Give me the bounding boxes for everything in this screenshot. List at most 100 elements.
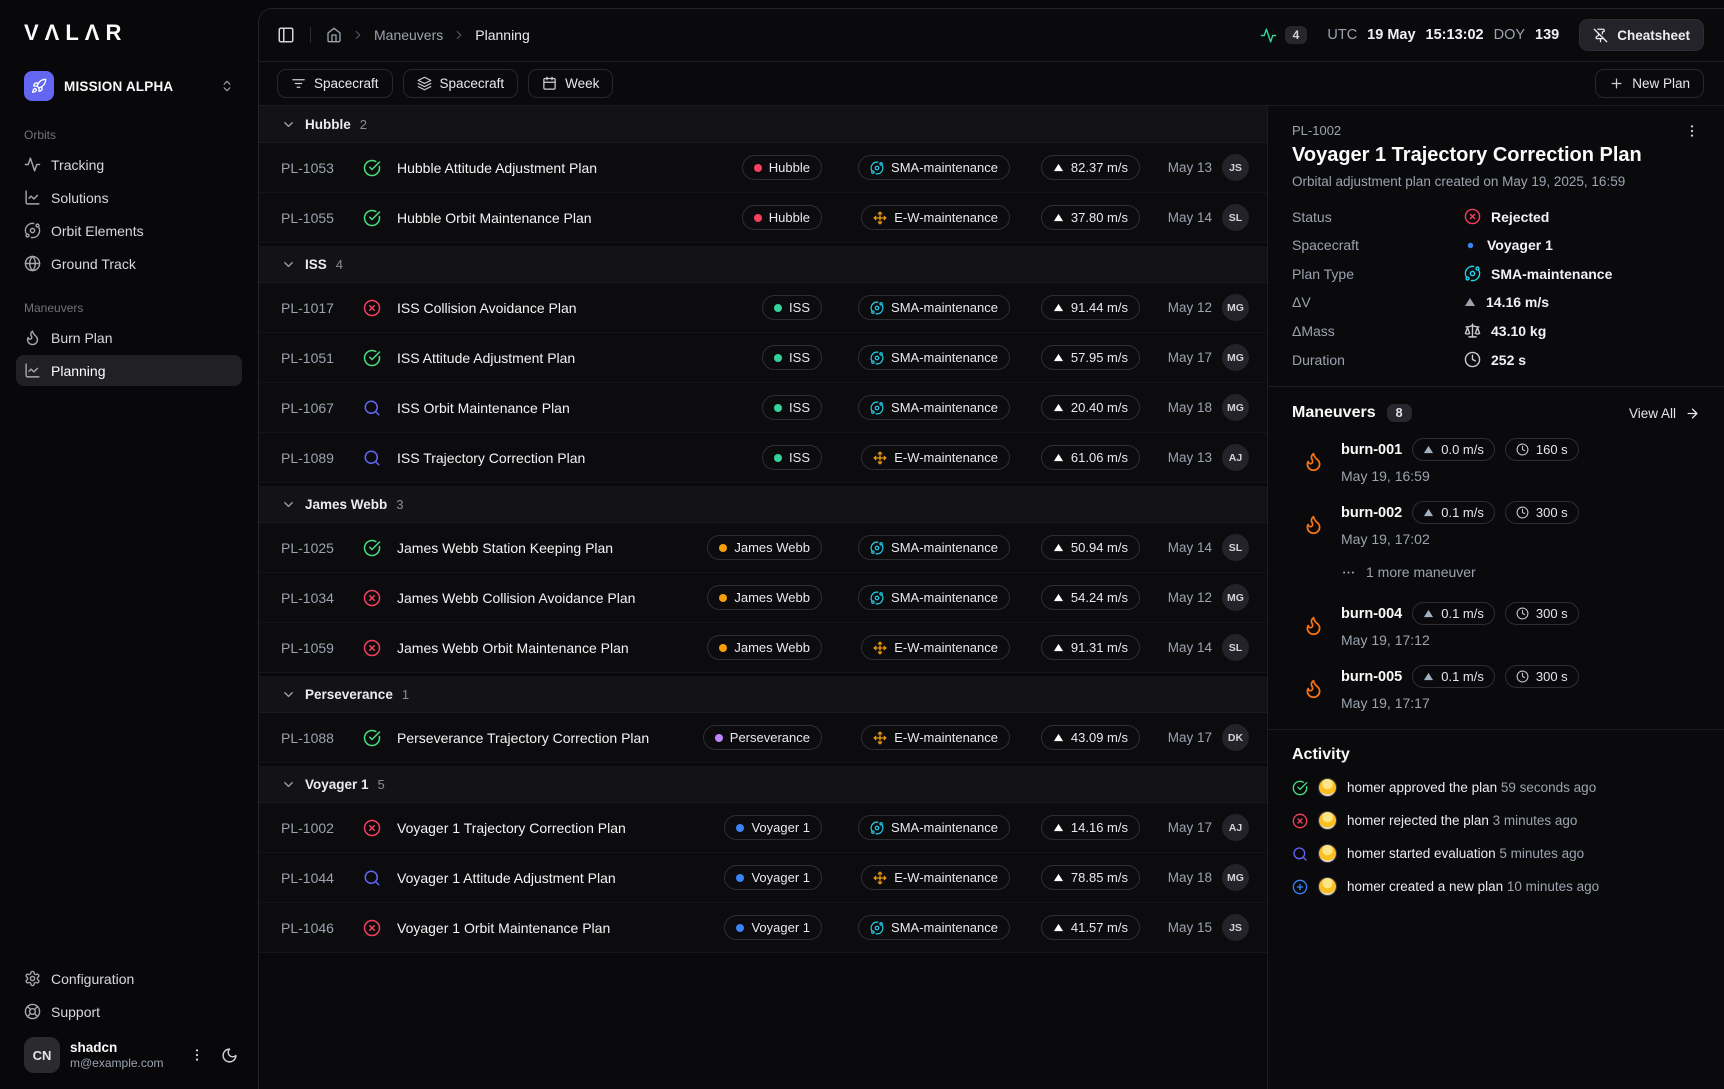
- circle-x-icon: [363, 589, 381, 606]
- topbar: Maneuvers Planning 4 UTC 19 May 15:13:02…: [259, 9, 1724, 62]
- plan-row[interactable]: PL-1002 Voyager 1 Trajectory Correction …: [259, 803, 1267, 853]
- chevron-down-icon: [281, 257, 296, 272]
- home-icon[interactable]: [326, 27, 342, 43]
- sidebar-item-orbit-elements[interactable]: Orbit Elements: [16, 215, 242, 246]
- plan-type-badge: E-W-maintenance: [861, 725, 1010, 750]
- plan-type-badge: SMA-maintenance: [858, 345, 1010, 370]
- sidebar: VΛLΛR MISSION ALPHA Orbits Tracking Solu…: [0, 0, 258, 1089]
- group-count: 2: [359, 116, 367, 132]
- gear-icon: [25, 970, 40, 987]
- spacecraft-dot: [753, 213, 762, 222]
- plan-row[interactable]: PL-1053 Hubble Attitude Adjustment Plan …: [259, 143, 1267, 193]
- view-all-link[interactable]: View All: [1629, 405, 1700, 421]
- sidebar-item-label: Tracking: [51, 156, 105, 173]
- move-icon: [873, 451, 887, 464]
- sidebar-item-ground-track[interactable]: Ground Track: [16, 248, 242, 279]
- group-header-james-webb[interactable]: James Webb 3: [259, 486, 1267, 523]
- group-header-voyager-1[interactable]: Voyager 1 5: [259, 766, 1267, 803]
- plan-row[interactable]: PL-1088 Perseverance Trajectory Correcti…: [259, 713, 1267, 763]
- activity-text: homer rejected the plan: [1347, 813, 1489, 828]
- circle-x-icon: [363, 299, 381, 316]
- plan-row[interactable]: PL-1044 Voyager 1 Attitude Adjustment Pl…: [259, 853, 1267, 903]
- filter-button-spacecraft-0[interactable]: Spacecraft: [277, 69, 393, 98]
- plan-row[interactable]: PL-1034 James Webb Collision Avoidance P…: [259, 573, 1267, 623]
- plan-row[interactable]: PL-1055 Hubble Orbit Maintenance Plan Hu…: [259, 193, 1267, 243]
- plan-date: May 15: [1167, 920, 1212, 935]
- maneuver-item-burn-002[interactable]: burn-002 0.1 m/s 300 s May 19, 17:02: [1292, 501, 1700, 547]
- plan-row[interactable]: PL-1017 ISS Collision Avoidance Plan ISS…: [259, 283, 1267, 333]
- filter-button-label: Week: [565, 76, 600, 91]
- triangle-icon: [1053, 453, 1063, 462]
- chevron-down-icon: [284, 781, 293, 787]
- sidebar-item-burn-plan[interactable]: Burn Plan: [16, 322, 242, 353]
- triangle-icon: [1053, 543, 1063, 552]
- plus-icon: [1611, 78, 1622, 89]
- group-header-hubble[interactable]: Hubble 2: [259, 106, 1267, 143]
- delta-v-badge: 91.44 m/s: [1040, 295, 1140, 320]
- maneuver-name: burn-002: [1341, 504, 1403, 521]
- breadcrumb-maneuvers[interactable]: Maneuvers: [374, 27, 444, 43]
- telemetry-alerts[interactable]: 4: [1260, 26, 1308, 44]
- triangle-icon: [1424, 672, 1434, 681]
- user-options-kebab-icon[interactable]: [189, 1047, 205, 1063]
- detail-plan-id: PL-1002: [1292, 123, 1342, 138]
- group-count: 4: [335, 256, 343, 272]
- plan-table: Hubble 2 PL-1053 Hubble Attitude Adjustm…: [259, 106, 1267, 1089]
- group-header-perseverance[interactable]: Perseverance 1: [259, 676, 1267, 713]
- maneuver-item-burn-005[interactable]: burn-005 0.1 m/s 300 s May 19, 17:17: [1292, 665, 1700, 711]
- pin-off-icon: [1593, 28, 1608, 43]
- clock-icon: [1516, 670, 1529, 683]
- plan-id: PL-1053: [281, 159, 334, 176]
- delta-v-badge: 91.31 m/s: [1040, 635, 1140, 660]
- more-maneuvers[interactable]: 1 more maneuver: [1341, 564, 1700, 580]
- sidebar-item-planning[interactable]: Planning: [16, 355, 242, 386]
- dark-mode-moon-icon[interactable]: [221, 1047, 238, 1064]
- filter-button-spacecraft-1[interactable]: Spacecraft: [402, 69, 519, 98]
- sidebar-toggle-icon[interactable]: [277, 26, 295, 44]
- circle-check-icon: [363, 349, 381, 366]
- status-approved-icon: [363, 159, 387, 177]
- maneuver-item-burn-001[interactable]: burn-001 0.0 m/s 160 s May 19, 16:59: [1292, 438, 1700, 484]
- plan-type-badge: SMA-maintenance: [858, 155, 1010, 180]
- group-header-iss[interactable]: ISS 4: [259, 246, 1267, 283]
- cheatsheet-button[interactable]: Cheatsheet: [1579, 19, 1704, 51]
- new-plan-button[interactable]: New Plan: [1595, 68, 1704, 99]
- plan-row[interactable]: PL-1051 ISS Attitude Adjustment Plan ISS…: [259, 333, 1267, 383]
- plan-date: May 14: [1167, 640, 1212, 655]
- orbit-icon: [870, 541, 884, 554]
- filter-button-week-2[interactable]: Week: [528, 69, 614, 98]
- triangle-icon: [1053, 303, 1063, 312]
- plan-row[interactable]: PL-1089 ISS Trajectory Correction Plan I…: [259, 433, 1267, 483]
- assignee-avatar: MG: [1222, 864, 1249, 891]
- field-label: Duration: [1292, 351, 1345, 368]
- plan-row[interactable]: PL-1025 James Webb Station Keeping Plan …: [259, 523, 1267, 573]
- status-evaluating-icon: [363, 869, 387, 887]
- plan-row[interactable]: PL-1046 Voyager 1 Orbit Maintenance Plan…: [259, 903, 1267, 953]
- plus-icon: [1609, 76, 1624, 92]
- detail-options-kebab-icon[interactable]: [1684, 123, 1700, 139]
- activity-time: 3 minutes ago: [1492, 813, 1578, 828]
- workspace-switcher[interactable]: MISSION ALPHA: [16, 66, 242, 106]
- sidebar-item-tracking[interactable]: Tracking: [16, 149, 242, 180]
- sidebar-item-support[interactable]: Support: [16, 996, 242, 1027]
- maneuver-name: burn-001: [1341, 441, 1403, 458]
- group-name: James Webb: [305, 496, 388, 512]
- breadcrumb-planning[interactable]: Planning: [475, 27, 530, 43]
- sidebar-spacer: [16, 388, 242, 963]
- status-approved-icon: [363, 349, 387, 367]
- maneuver-date: May 19, 17:17: [1341, 695, 1430, 711]
- sidebar-item-configuration[interactable]: Configuration: [16, 963, 242, 994]
- user-menu[interactable]: CN shadcn m@example.com: [16, 1029, 242, 1077]
- field-label: ΔMass: [1292, 322, 1335, 339]
- maneuver-dv-badge: 0.1 m/s: [1412, 665, 1495, 688]
- plan-row[interactable]: PL-1059 James Webb Orbit Maintenance Pla…: [259, 623, 1267, 673]
- activity-item: homer approved the plan 59 seconds ago: [1292, 778, 1700, 797]
- plan-row[interactable]: PL-1067 ISS Orbit Maintenance Plan ISS S…: [259, 383, 1267, 433]
- plan-date: May 12: [1167, 590, 1212, 605]
- activity-item: homer created a new plan 10 minutes ago: [1292, 877, 1700, 896]
- search-icon: [1293, 846, 1307, 861]
- sidebar-item-solutions[interactable]: Solutions: [16, 182, 242, 213]
- chevron-down-icon: [284, 501, 293, 507]
- maneuver-item-burn-004[interactable]: burn-004 0.1 m/s 300 s May 19, 17:12: [1292, 602, 1700, 648]
- spacecraft-badge: ISS: [762, 345, 822, 370]
